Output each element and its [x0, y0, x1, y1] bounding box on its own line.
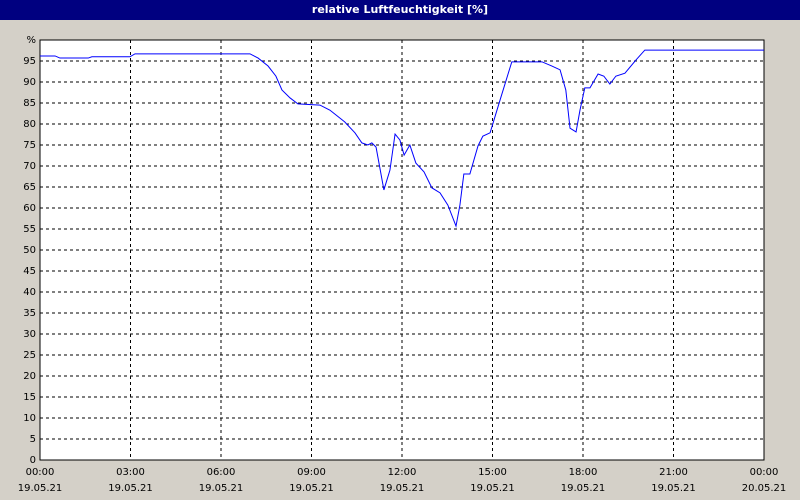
x-tick-label: 06:00 19.05.21	[198, 467, 244, 494]
y-tick-label: 10	[23, 413, 36, 424]
y-tick-label: 35	[23, 308, 36, 319]
x-tick-label: 21:00 19.05.21	[651, 467, 696, 494]
y-tick-label: 30	[23, 329, 36, 340]
x-tick-label: 00:00 20.05.21	[741, 467, 787, 494]
chart-title: relative Luftfeuchtigkeit [%]	[0, 0, 800, 20]
y-tick-label: 20	[23, 371, 36, 382]
x-tick-label: 03:00 19.05.21	[108, 467, 153, 494]
x-tick-label: 18:00 19.05.21	[560, 467, 606, 494]
x-tick-label: 15:00 19.05.21	[470, 467, 515, 494]
y-tick-label: 85	[23, 98, 36, 109]
y-tick-label: 70	[23, 161, 36, 172]
y-tick-label: 65	[23, 182, 36, 193]
y-tick-label: 45	[23, 266, 36, 277]
y-tick-label: 80	[23, 119, 36, 130]
y-tick-label: 40	[23, 287, 36, 298]
x-tick-label: 00:00 19.05.21	[17, 467, 63, 494]
y-tick-label: 60	[23, 203, 36, 214]
y-tick-label: 25	[23, 350, 36, 361]
y-tick-label: %	[26, 35, 36, 46]
x-tick-label: 12:00 19.05.21	[379, 467, 425, 494]
y-tick-label: 95	[23, 56, 36, 67]
y-tick-label: 55	[23, 224, 36, 235]
y-tick-label: 5	[30, 434, 36, 445]
y-tick-label: 90	[23, 77, 36, 88]
y-tick-label: 0	[30, 455, 36, 466]
y-tick-label: 75	[23, 140, 36, 151]
y-tick-label: 50	[23, 245, 36, 256]
y-tick-label: 15	[23, 392, 36, 403]
x-tick-label: 09:00 19.05.21	[289, 467, 334, 494]
data-line	[40, 49, 764, 228]
